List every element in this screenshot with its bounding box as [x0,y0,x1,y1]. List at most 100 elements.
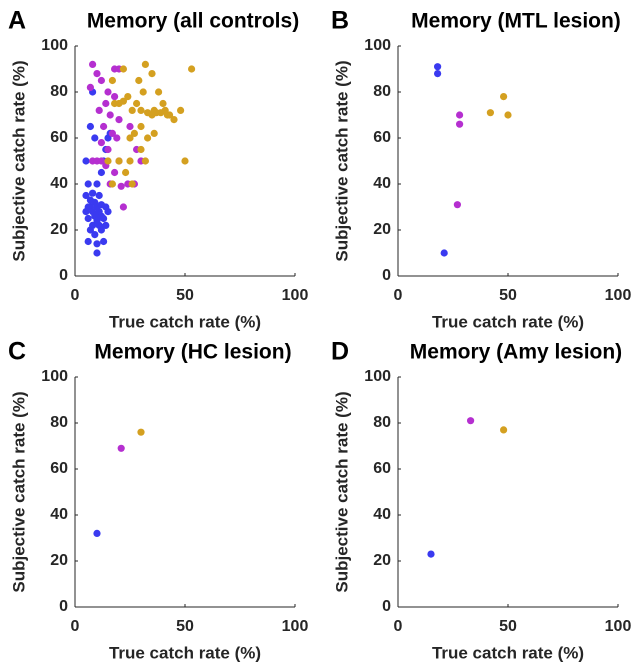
point [141,157,149,165]
point [113,134,121,142]
x-tick-label: 0 [71,618,80,635]
point [84,214,92,223]
point [86,122,94,131]
point [486,109,494,117]
point [137,145,145,154]
point [104,157,112,165]
point [86,226,94,234]
y-tick-label: 100 [41,37,68,54]
y-tick-label: 60 [373,129,391,146]
point [93,249,101,257]
point [84,237,92,246]
x-tick-label: 100 [282,287,309,304]
point [141,60,149,68]
point [119,203,127,211]
y-tick-label: 80 [373,414,391,431]
point [95,191,103,200]
point [126,134,134,142]
y-tick-label: 0 [59,267,68,284]
y-tick-label: 20 [50,221,68,238]
point [84,203,92,211]
point [82,191,90,200]
point [500,93,508,101]
y-tick-label: 80 [373,83,391,100]
point [137,428,145,436]
x-tick-label: 100 [282,618,309,635]
point [128,180,136,188]
point [144,134,152,142]
x-axis-label: True catch rate (%) [432,312,584,331]
point [434,70,442,78]
chart-title: Memory (all controls) [87,10,299,33]
point [148,70,156,78]
point [93,180,101,188]
point [128,106,136,114]
point [104,145,112,154]
x-tick-label: 0 [71,287,80,304]
point [427,550,435,558]
point [104,208,112,216]
point [104,88,112,96]
point [108,129,116,137]
point [102,221,110,229]
point [126,122,134,131]
point [159,99,167,108]
y-tick-label: 40 [373,506,391,523]
point [122,168,130,177]
chart-title: Memory (MTL lesion) [411,10,621,33]
y-tick-label: 20 [50,552,68,569]
x-axis-label: True catch rate (%) [109,643,261,662]
point [93,70,101,78]
y-tick-label: 20 [373,552,391,569]
y-tick-label: 60 [50,460,68,477]
point [93,529,101,538]
point [117,182,125,190]
panel-letter: B [331,7,349,35]
point [111,99,119,108]
y-tick-label: 40 [50,506,68,523]
point [86,196,94,204]
y-axis-label: Subjective catch rate (%) [9,60,28,261]
y-tick-label: 100 [364,37,391,54]
point [84,180,92,188]
y-tick-label: 60 [373,460,391,477]
point [166,111,174,119]
point [500,426,508,434]
y-tick-label: 40 [373,175,391,192]
point [97,76,105,85]
y-tick-label: 60 [50,129,68,146]
point [100,214,108,223]
point [95,106,103,114]
y-tick-label: 80 [50,414,68,431]
y-tick-label: 20 [373,221,391,238]
chart-title: Memory (HC lesion) [94,341,291,364]
point [91,134,99,142]
point [117,444,125,452]
panel-letter: D [331,338,349,366]
point [456,120,464,128]
point [150,129,158,137]
x-tick-label: 100 [605,618,632,635]
point [91,231,99,239]
point [467,417,475,425]
point [111,93,119,101]
point [139,88,147,96]
point [115,116,123,124]
y-tick-label: 0 [59,598,68,615]
point [97,139,105,147]
point [111,168,119,177]
point [137,106,145,114]
y-tick-label: 40 [50,175,68,192]
x-axis-label: True catch rate (%) [432,643,584,662]
point [100,122,108,131]
x-tick-label: 50 [176,618,194,635]
y-tick-label: 0 [382,598,391,615]
point [106,111,114,119]
point [93,240,101,248]
point [82,157,90,165]
point [181,157,189,165]
chart-title: Memory (Amy lesion) [410,341,622,364]
point [453,201,461,209]
x-tick-label: 50 [499,287,517,304]
point [152,109,160,117]
